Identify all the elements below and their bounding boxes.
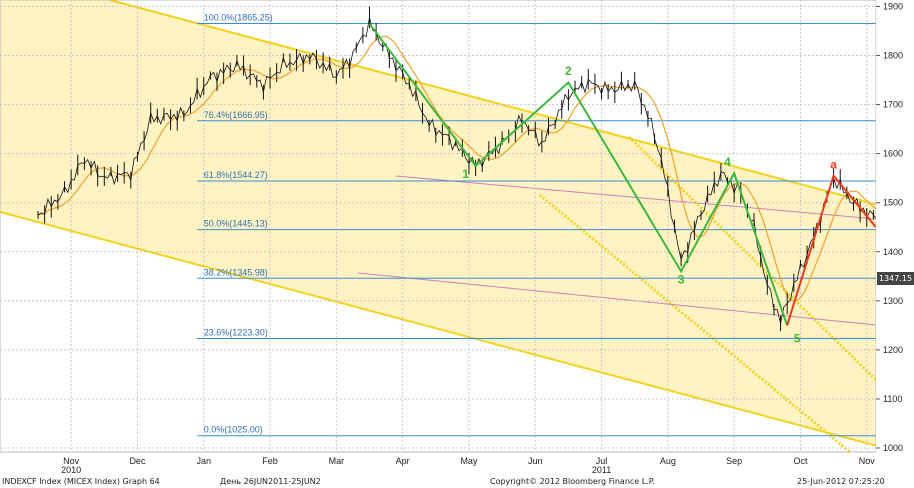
- x-tick-label: Jun: [528, 456, 543, 466]
- channel-fill: [0, 0, 914, 462]
- y-tick-label: 1700: [883, 100, 903, 110]
- y-tick-label: 1400: [883, 247, 903, 257]
- channel-dotted-line: [627, 135, 878, 382]
- impulse-wave-line: [368, 23, 789, 326]
- fib-label: 76.4%(1666.95): [204, 110, 268, 120]
- period-label: День 26JUN2011-25JUN2: [220, 477, 321, 486]
- x-tick-label: Aug: [660, 456, 676, 466]
- x-tick-label: Nov: [63, 456, 80, 466]
- y-tick-label: 1900: [883, 1, 903, 11]
- fib-label: 50.0%(1445.13): [204, 219, 268, 229]
- x-tick-label: Apr: [396, 456, 410, 466]
- y-tick-label: 1300: [883, 296, 903, 306]
- x-tick-label: May: [460, 456, 478, 466]
- x-tick-label: Nov: [859, 456, 876, 466]
- last-price-tag: 1347.15: [877, 271, 914, 285]
- x-tick-label: Oct: [793, 456, 808, 466]
- y-tick-label: 1800: [883, 51, 903, 61]
- chart-footer: INDEXCF Index (MICEX Index) Graph 64 Ден…: [0, 476, 914, 488]
- y-axis: 1000 1100 1200 1300 1400 1500 1600 1700 1800 1900: [876, 0, 914, 476]
- copyright-label: Copyright© 2012 Bloomberg Finance L.P.: [490, 477, 655, 486]
- x-tick-label: Feb: [262, 456, 278, 466]
- x-tick-label: Mar: [329, 456, 345, 466]
- fib-label: 38.2%(1345.98): [204, 267, 268, 277]
- timestamp-label: 25-Jun-2012 07:25:20: [797, 477, 885, 486]
- fib-label: 61.8%(1544.27): [204, 170, 268, 180]
- moving-average-line: [37, 35, 914, 302]
- y-tick-label: 1500: [883, 198, 903, 208]
- price-line: [37, 17, 914, 324]
- y-tick-label: 1600: [883, 149, 903, 159]
- impulse-wave-label: 4: [724, 155, 731, 169]
- channel-dotted-line: [539, 193, 863, 464]
- y-tick-label: 1100: [883, 394, 902, 404]
- corrective-wave-label: a: [830, 157, 837, 171]
- x-axis-panel: [0, 452, 876, 476]
- y-tick-label: 1000: [883, 443, 903, 453]
- x-axis: NovDecJanFebMarAprMayJunJulAugSepOctNovD…: [0, 451, 876, 476]
- channel-upper-line: [109, 0, 877, 206]
- impulse-wave-label: 3: [678, 273, 685, 287]
- impulse-wave-label: 1: [462, 167, 469, 181]
- x-tick-label: Sep: [726, 456, 742, 466]
- fib-label: 0.0%(1025.00): [204, 425, 263, 435]
- x-tick-label: Jan: [196, 456, 211, 466]
- fibonacci-levels: 100.0%(1865.25) 76.4%(1666.95) 61.8%(1544.…: [197, 13, 876, 437]
- fib-label: 100.0%(1865.25): [204, 13, 273, 23]
- impulse-wave-label: 5: [794, 332, 801, 346]
- impulse-wave-label: 2: [565, 64, 572, 78]
- x-year-label: 2011: [592, 465, 611, 475]
- x-tick-label: Jul: [596, 456, 608, 466]
- y-axis-panel: [876, 0, 914, 476]
- y-tick-label: 1200: [883, 345, 903, 355]
- instrument-label: INDEXCF Index (MICEX Index) Graph 64: [2, 477, 160, 486]
- x-year-label: 2010: [61, 465, 81, 475]
- fib-label: 23.6%(1223.30): [204, 327, 268, 337]
- x-tick-label: Dec: [129, 456, 146, 466]
